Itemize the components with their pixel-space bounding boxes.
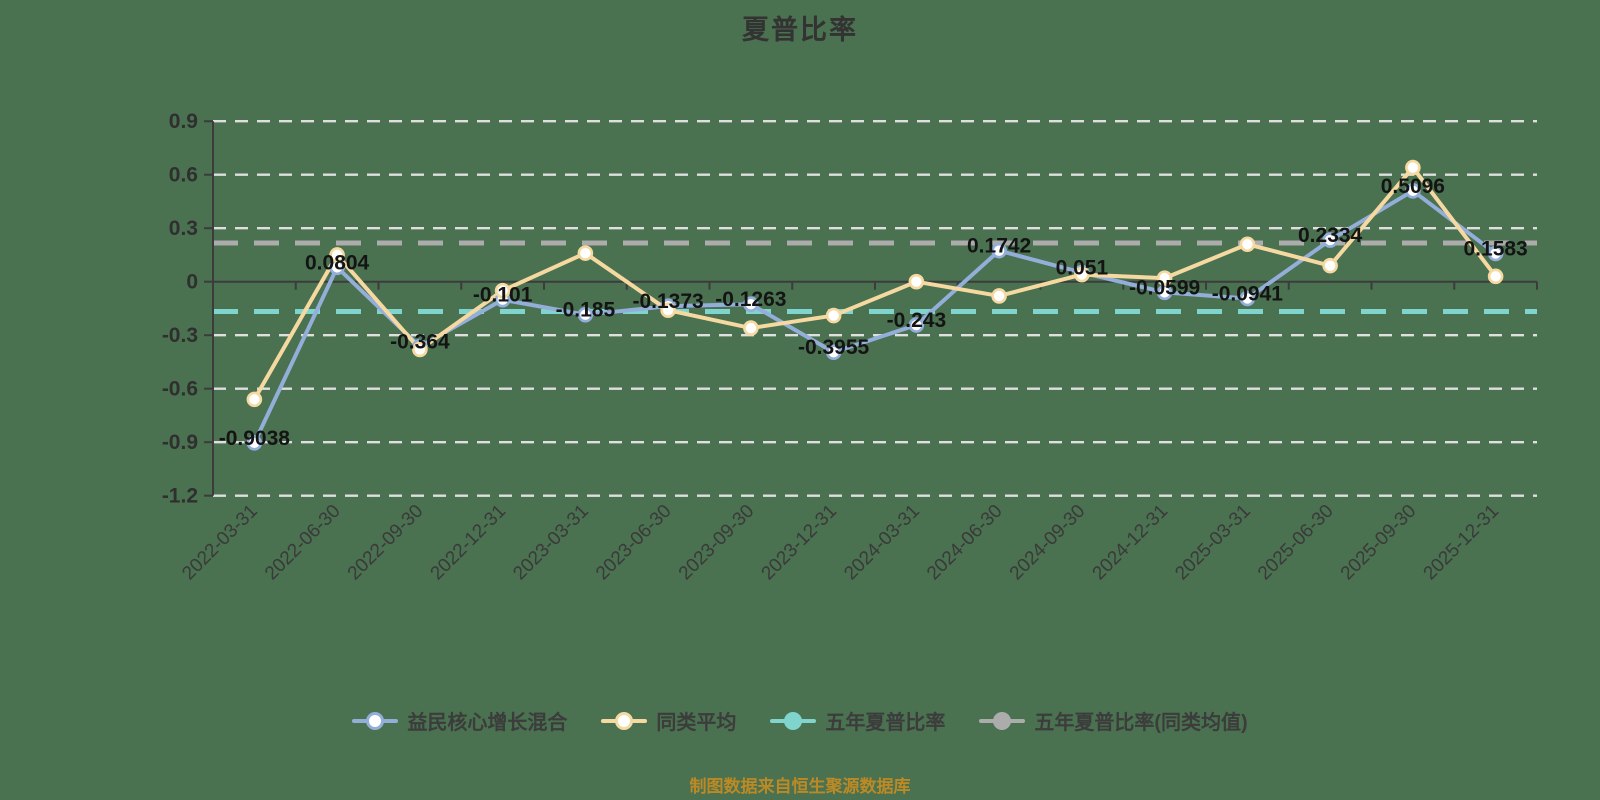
series-fund-point[interactable] <box>1322 232 1338 248</box>
legend-item-2[interactable]: 五年夏普比率 <box>770 706 945 735</box>
legend-label: 五年夏普比率(同类均值) <box>1034 712 1248 734</box>
legend-marker-icon <box>770 711 817 731</box>
data-point-label: -0.1263 <box>715 288 786 311</box>
legend-label: 益民核心增长混合 <box>407 712 568 734</box>
x-axis-label: 2023-06-30 <box>592 501 676 585</box>
series-fund-point[interactable] <box>1239 290 1256 307</box>
data-point-label: 0.051 <box>1056 257 1109 280</box>
series-peer-avg-point[interactable] <box>246 391 263 408</box>
series-peer-avg-point[interactable] <box>660 302 676 319</box>
legend-item-3[interactable]: 五年夏普比率(同类均值) <box>979 706 1248 735</box>
series-fund-point[interactable] <box>246 435 263 451</box>
series-peer-avg-point[interactable] <box>329 247 345 263</box>
x-axis-label: 2023-09-30 <box>675 501 759 585</box>
y-axis-tick-label: -0.3 <box>162 324 198 347</box>
data-point-label: 0.1742 <box>967 235 1031 258</box>
x-axis-label: 2025-06-30 <box>1254 501 1338 585</box>
series-peer-avg-point[interactable] <box>494 282 511 299</box>
data-point-label: -0.185 <box>556 299 616 322</box>
data-point-label: 0.5096 <box>1381 175 1445 198</box>
data-point-label: -0.243 <box>887 309 947 332</box>
series-peer-avg-point[interactable] <box>412 341 428 358</box>
legend-item-0[interactable]: 益民核心增长混合 <box>352 706 567 735</box>
data-point-label: -0.101 <box>473 284 533 307</box>
y-axis-tick-label: -0.9 <box>162 431 198 454</box>
x-axis-label: 2022-12-31 <box>427 501 511 585</box>
series-peer-avg-point[interactable] <box>1239 236 1256 253</box>
series-peer-avg-point[interactable] <box>1074 266 1090 283</box>
legend-marker-icon <box>601 711 648 731</box>
y-axis-tick-label: 0.6 <box>169 164 198 187</box>
y-axis-tick-label: 0 <box>186 271 198 294</box>
series-peer-avg-point[interactable] <box>1156 270 1173 286</box>
y-axis-tick-label: -1.2 <box>162 485 198 508</box>
x-axis-label: 2023-12-31 <box>758 501 842 585</box>
data-point-label: -0.0941 <box>1212 282 1284 305</box>
legend-marker-icon <box>352 711 399 731</box>
y-axis-tick-label: 0.9 <box>169 110 198 133</box>
legend-marker-icon <box>979 711 1026 731</box>
data-point-label: 0.0804 <box>305 251 370 274</box>
series-fund-point[interactable] <box>1487 245 1504 262</box>
series-peer-avg-line <box>252 165 1498 402</box>
x-axis-label: 2025-12-31 <box>1420 501 1504 585</box>
x-axis-label: 2024-06-30 <box>923 501 1007 585</box>
series-fund-point[interactable] <box>825 344 842 361</box>
legend-item-1[interactable]: 同类平均 <box>601 706 736 735</box>
data-point-label: 0.1583 <box>1464 237 1528 260</box>
x-axis-label: 2024-09-30 <box>1006 501 1090 585</box>
series-fund-line <box>252 188 1498 445</box>
series-peer-avg-point[interactable] <box>1487 268 1504 285</box>
series-peer-avg-point[interactable] <box>1405 159 1421 176</box>
series-peer-avg-point[interactable] <box>743 320 759 336</box>
series-peer-avg-point[interactable] <box>825 307 842 324</box>
legend-label: 同类平均 <box>656 712 737 734</box>
x-axis-label: 2025-09-30 <box>1337 501 1421 585</box>
x-axis-label: 2022-06-30 <box>261 501 345 585</box>
data-point-label: -0.364 <box>390 331 450 354</box>
series-fund-point[interactable] <box>1405 183 1421 199</box>
series-peer-avg-point[interactable] <box>577 245 594 261</box>
x-axis-label: 2022-09-30 <box>344 501 428 585</box>
data-point-label: -0.3955 <box>798 336 870 359</box>
x-axis-label: 2025-03-31 <box>1171 501 1255 585</box>
data-point-label: -0.9038 <box>219 427 291 450</box>
series-peer-avg-point[interactable] <box>908 273 925 290</box>
y-axis-tick-label: 0.3 <box>169 217 198 240</box>
x-axis-label: 2024-03-31 <box>840 501 924 585</box>
x-axis-label: 2023-03-31 <box>509 501 593 585</box>
legend-label: 五年夏普比率 <box>825 712 946 734</box>
series-fund-point[interactable] <box>908 317 925 333</box>
series-fund-point[interactable] <box>743 296 759 313</box>
y-axis-tick-label: -0.6 <box>162 378 198 401</box>
x-axis-label: 2022-03-31 <box>178 501 262 585</box>
x-axis-label: 2024-12-31 <box>1089 501 1173 585</box>
series-fund-point[interactable] <box>577 306 594 323</box>
series-peer-avg-point[interactable] <box>1322 257 1338 274</box>
data-point-label: -0.1373 <box>633 290 704 313</box>
chart-legend: 益民核心增长混合 同类平均 五年夏普比率 五年夏普比率(同类均值) <box>0 706 1600 735</box>
series-fund-point[interactable] <box>991 242 1007 259</box>
data-point-label: 0.2334 <box>1298 224 1363 247</box>
chart-title: 夏普比率 <box>742 15 858 45</box>
data-point-label: -0.0599 <box>1129 276 1200 299</box>
series-peer-avg-point[interactable] <box>991 288 1007 304</box>
data-source-note: 制图数据来自恒生聚源数据库 <box>689 777 911 796</box>
